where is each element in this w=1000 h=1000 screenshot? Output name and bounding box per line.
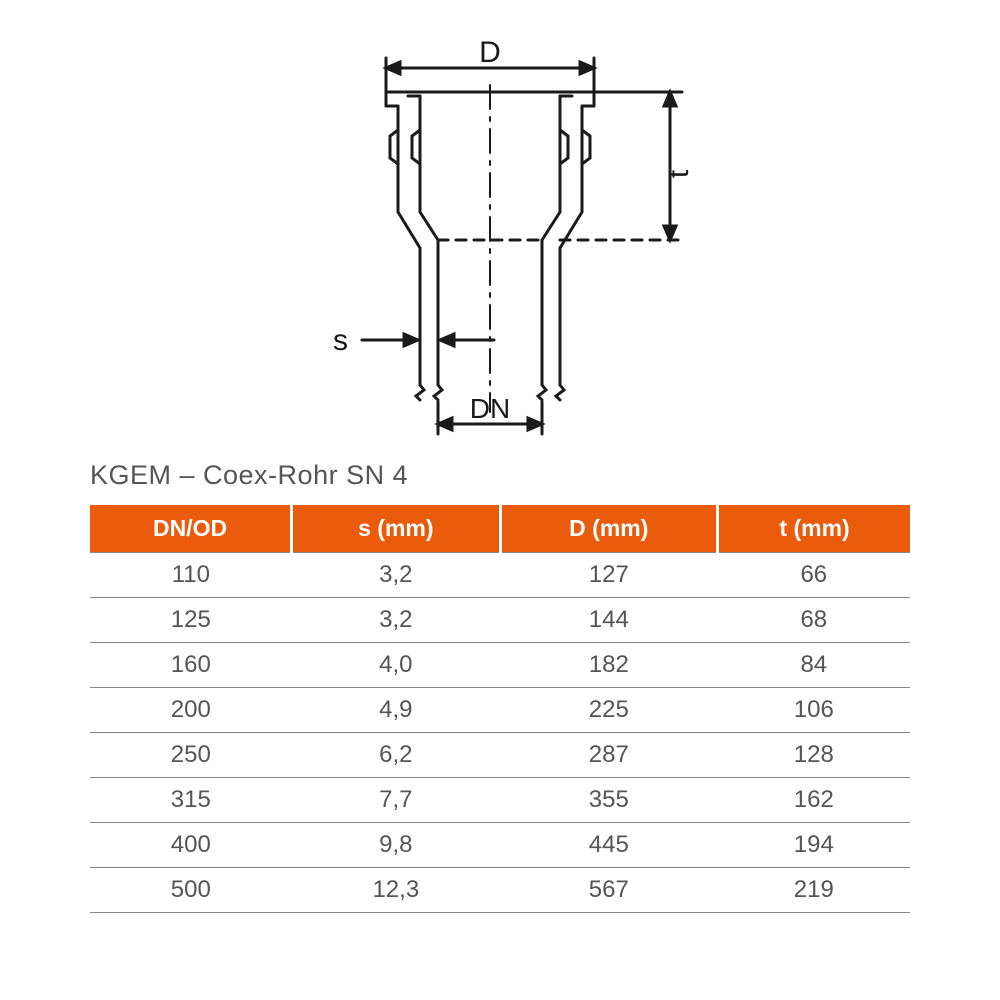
table-cell: 3,2 [292, 598, 500, 643]
spec-table: DN/ODs (mm)D (mm)t (mm) 1103,2127661253,… [90, 505, 910, 913]
label-DN: DN [470, 393, 510, 424]
table-cell: 6,2 [292, 733, 500, 778]
table-cell: 106 [718, 688, 910, 733]
column-header: s (mm) [292, 505, 500, 553]
table-cell: 400 [90, 823, 292, 868]
table-cell: 250 [90, 733, 292, 778]
table-row: 1253,214468 [90, 598, 910, 643]
table-cell: 315 [90, 778, 292, 823]
table-cell: 12,3 [292, 868, 500, 913]
table-cell: 4,0 [292, 643, 500, 688]
table-cell: 162 [718, 778, 910, 823]
table-cell: 125 [90, 598, 292, 643]
table-row: 3157,7355162 [90, 778, 910, 823]
table-cell: 225 [500, 688, 718, 733]
table-cell: 7,7 [292, 778, 500, 823]
label-t: t [662, 169, 695, 178]
column-header: D (mm) [500, 505, 718, 553]
column-header: DN/OD [90, 505, 292, 553]
table-cell: 128 [718, 733, 910, 778]
column-header: t (mm) [718, 505, 910, 553]
table-cell: 287 [500, 733, 718, 778]
table-row: 4009,8445194 [90, 823, 910, 868]
table-row: 1103,212766 [90, 553, 910, 598]
label-D: D [479, 40, 501, 69]
table-cell: 500 [90, 868, 292, 913]
table-cell: 4,9 [292, 688, 500, 733]
table-cell: 200 [90, 688, 292, 733]
table-cell: 567 [500, 868, 718, 913]
table-cell: 68 [718, 598, 910, 643]
table-cell: 182 [500, 643, 718, 688]
table-cell: 84 [718, 643, 910, 688]
table-cell: 3,2 [292, 553, 500, 598]
table-row: 1604,018284 [90, 643, 910, 688]
table-cell: 160 [90, 643, 292, 688]
table-row: 2004,9225106 [90, 688, 910, 733]
table-cell: 9,8 [292, 823, 500, 868]
table-title: KGEM – Coex-Rohr SN 4 [90, 460, 910, 491]
table-cell: 219 [718, 868, 910, 913]
table-cell: 144 [500, 598, 718, 643]
pipe-technical-diagram: D [240, 40, 760, 440]
table-cell: 194 [718, 823, 910, 868]
table-cell: 110 [90, 553, 292, 598]
table-row: 50012,3567219 [90, 868, 910, 913]
table-cell: 355 [500, 778, 718, 823]
table-cell: 445 [500, 823, 718, 868]
label-s: s [333, 324, 348, 357]
table-cell: 66 [718, 553, 910, 598]
table-cell: 127 [500, 553, 718, 598]
table-row: 2506,2287128 [90, 733, 910, 778]
